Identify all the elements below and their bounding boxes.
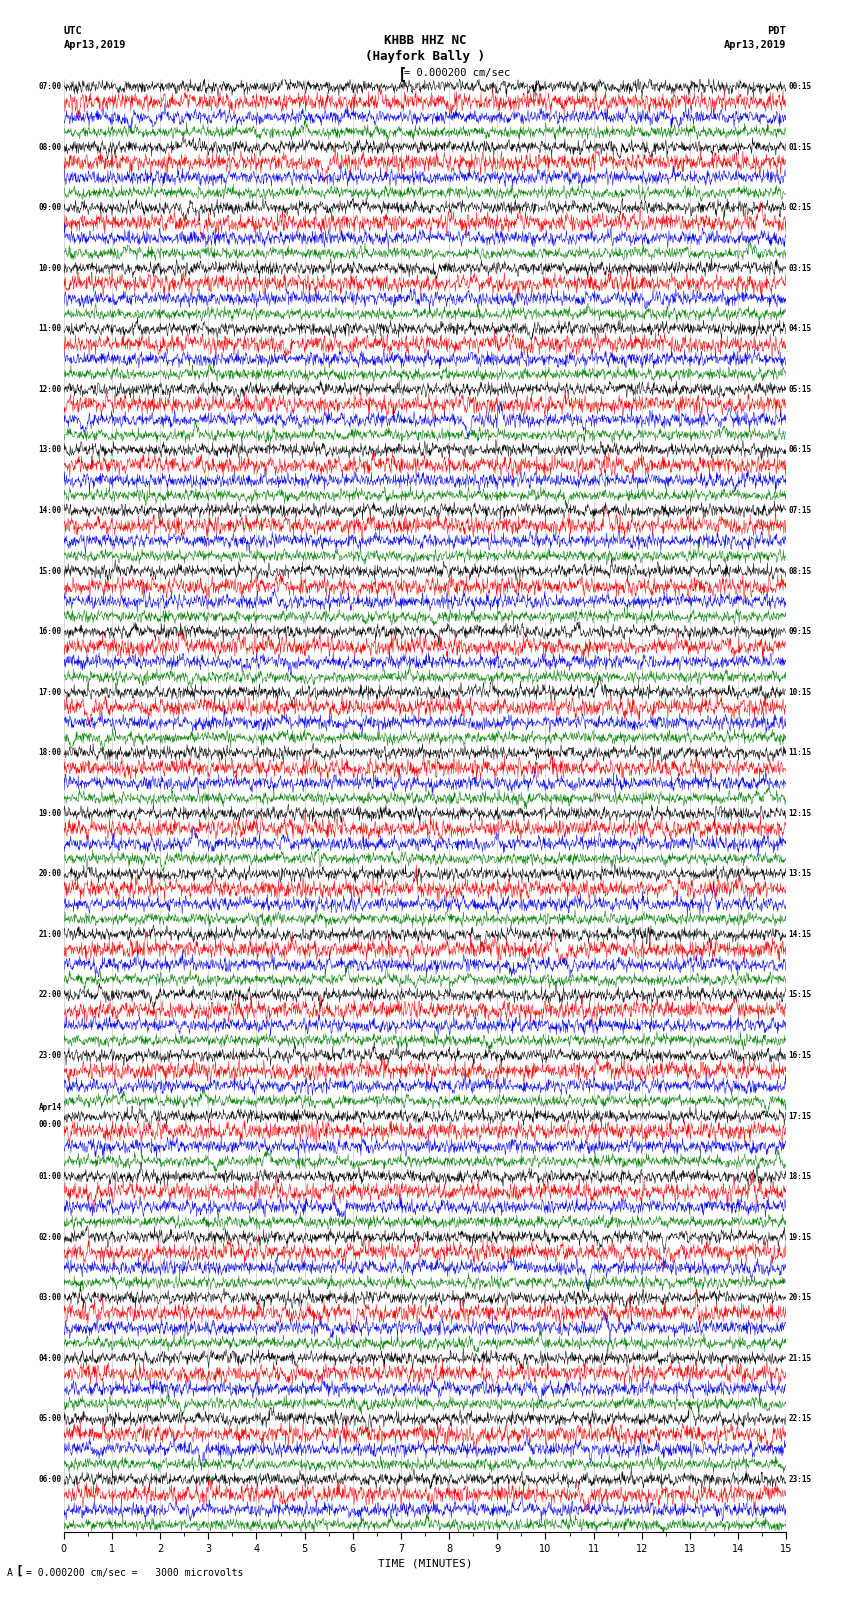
Text: KHBB HHZ NC: KHBB HHZ NC	[383, 34, 467, 47]
Text: 14:15: 14:15	[789, 929, 812, 939]
Text: 09:00: 09:00	[38, 203, 61, 213]
Text: 04:15: 04:15	[789, 324, 812, 334]
Text: 06:00: 06:00	[38, 1474, 61, 1484]
Text: A: A	[7, 1568, 13, 1578]
Text: 08:15: 08:15	[789, 566, 812, 576]
Text: 06:15: 06:15	[789, 445, 812, 455]
Text: 04:00: 04:00	[38, 1353, 61, 1363]
Text: 12:15: 12:15	[789, 808, 812, 818]
Text: 08:00: 08:00	[38, 142, 61, 152]
Text: = 0.000200 cm/sec: = 0.000200 cm/sec	[404, 68, 510, 77]
X-axis label: TIME (MINUTES): TIME (MINUTES)	[377, 1558, 473, 1568]
Text: 16:00: 16:00	[38, 627, 61, 636]
Text: 02:00: 02:00	[38, 1232, 61, 1242]
Text: 15:15: 15:15	[789, 990, 812, 1000]
Text: 20:15: 20:15	[789, 1294, 812, 1302]
Text: 19:15: 19:15	[789, 1232, 812, 1242]
Text: 00:15: 00:15	[789, 82, 812, 90]
Text: 18:15: 18:15	[789, 1173, 812, 1181]
Text: 00:00: 00:00	[38, 1121, 61, 1129]
Text: 09:15: 09:15	[789, 627, 812, 636]
Text: [: [	[15, 1565, 23, 1578]
Text: 01:15: 01:15	[789, 142, 812, 152]
Text: 13:15: 13:15	[789, 869, 812, 879]
Text: 07:15: 07:15	[789, 506, 812, 515]
Text: 23:00: 23:00	[38, 1052, 61, 1060]
Text: 13:00: 13:00	[38, 445, 61, 455]
Text: 05:00: 05:00	[38, 1415, 61, 1423]
Text: UTC: UTC	[64, 26, 82, 35]
Text: 11:00: 11:00	[38, 324, 61, 334]
Text: PDT: PDT	[768, 26, 786, 35]
Text: 14:00: 14:00	[38, 506, 61, 515]
Text: 16:15: 16:15	[789, 1052, 812, 1060]
Text: Apr13,2019: Apr13,2019	[64, 40, 127, 50]
Text: 02:15: 02:15	[789, 203, 812, 213]
Text: = 0.000200 cm/sec =   3000 microvolts: = 0.000200 cm/sec = 3000 microvolts	[26, 1568, 243, 1578]
Text: 05:15: 05:15	[789, 386, 812, 394]
Text: Apr14: Apr14	[38, 1103, 61, 1111]
Text: 10:00: 10:00	[38, 265, 61, 273]
Text: 17:15: 17:15	[789, 1111, 812, 1121]
Text: 01:00: 01:00	[38, 1173, 61, 1181]
Text: 23:15: 23:15	[789, 1474, 812, 1484]
Text: 21:00: 21:00	[38, 929, 61, 939]
Text: 19:00: 19:00	[38, 808, 61, 818]
Text: 10:15: 10:15	[789, 687, 812, 697]
Text: 22:15: 22:15	[789, 1415, 812, 1423]
Text: 22:00: 22:00	[38, 990, 61, 1000]
Text: 21:15: 21:15	[789, 1353, 812, 1363]
Text: 11:15: 11:15	[789, 748, 812, 756]
Text: 12:00: 12:00	[38, 386, 61, 394]
Text: 07:00: 07:00	[38, 82, 61, 90]
Text: 17:00: 17:00	[38, 687, 61, 697]
Text: 03:15: 03:15	[789, 265, 812, 273]
Text: Apr13,2019: Apr13,2019	[723, 40, 786, 50]
Text: 15:00: 15:00	[38, 566, 61, 576]
Text: [: [	[398, 66, 407, 81]
Text: 20:00: 20:00	[38, 869, 61, 879]
Text: 03:00: 03:00	[38, 1294, 61, 1302]
Text: 18:00: 18:00	[38, 748, 61, 756]
Text: (Hayfork Bally ): (Hayfork Bally )	[365, 50, 485, 63]
